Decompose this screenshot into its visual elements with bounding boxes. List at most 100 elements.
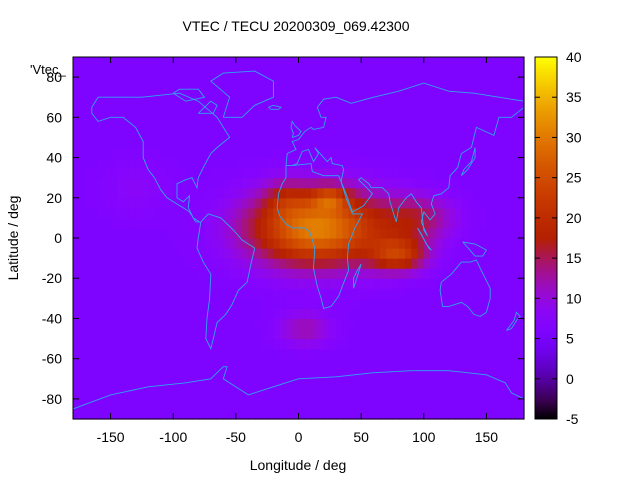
heatmap-cell: [517, 197, 525, 209]
heatmap-cell: [166, 308, 174, 320]
heatmap-cell: [98, 57, 105, 68]
heatmap-cell: [430, 187, 437, 199]
heatmap-cell: [348, 87, 356, 98]
heatmap-cell: [123, 318, 130, 330]
heatmap-cell: [229, 308, 237, 320]
heatmap-cell: [342, 97, 350, 108]
heatmap-cell: [91, 388, 99, 400]
heatmap-cell: [392, 227, 400, 239]
heatmap-cell: [185, 338, 193, 350]
heatmap-cell: [486, 258, 494, 269]
heatmap-cell: [336, 77, 343, 88]
heatmap-cell: [511, 238, 519, 249]
heatmap-cell: [229, 368, 237, 380]
heatmap-cell: [185, 298, 193, 309]
heatmap-cell: [473, 207, 481, 219]
heatmap-cell: [160, 57, 168, 68]
heatmap-cell: [242, 227, 249, 239]
heatmap-cell: [354, 298, 362, 309]
heatmap-cell: [141, 318, 149, 330]
heatmap-cell: [217, 97, 224, 108]
heatmap-cell: [461, 398, 469, 410]
heatmap-cell: [304, 67, 312, 78]
heatmap-cell: [455, 238, 462, 249]
heatmap-cell: [260, 348, 268, 360]
heatmap-cell: [348, 248, 356, 259]
heatmap-cell: [116, 358, 124, 370]
heatmap-cell: [235, 248, 243, 259]
heatmap-cell: [498, 338, 506, 350]
heatmap-cell: [473, 137, 481, 149]
heatmap-cell: [392, 338, 400, 350]
heatmap-cell: [317, 207, 325, 219]
heatmap-cell: [185, 57, 193, 68]
heatmap-cell: [116, 57, 124, 68]
heatmap-cell: [311, 167, 318, 179]
heatmap-cell: [517, 77, 525, 88]
heatmap-cell: [404, 278, 412, 289]
heatmap-cell: [442, 97, 450, 108]
heatmap-cell: [505, 358, 513, 370]
heatmap-cell: [267, 238, 275, 249]
heatmap-cell: [361, 248, 368, 259]
heatmap-cell: [511, 207, 519, 219]
heatmap-cell: [154, 378, 162, 390]
heatmap-cell: [423, 398, 431, 410]
heatmap-cell: [511, 67, 519, 78]
heatmap-cell: [223, 278, 231, 289]
heatmap-cell: [91, 378, 99, 390]
heatmap-cell: [229, 97, 237, 108]
heatmap-cell: [192, 127, 199, 139]
heatmap-cell: [242, 358, 249, 370]
heatmap-cell: [229, 77, 237, 88]
heatmap-cell: [498, 217, 506, 229]
heatmap-cell: [217, 348, 224, 360]
heatmap-cell: [98, 187, 105, 199]
heatmap-cell: [311, 77, 318, 88]
heatmap-cell: [285, 177, 293, 189]
heatmap-cell: [104, 278, 112, 289]
heatmap-cell: [486, 408, 494, 420]
heatmap-cell: [192, 67, 199, 78]
heatmap-cell: [104, 147, 112, 159]
heatmap-cell: [505, 217, 513, 229]
heatmap-cell: [311, 298, 318, 309]
heatmap-cell: [217, 57, 224, 68]
heatmap-cell: [235, 127, 243, 139]
heatmap-cell: [267, 87, 275, 98]
heatmap-cell: [311, 87, 318, 98]
heatmap-cell: [442, 107, 450, 118]
heatmap-cell: [517, 57, 525, 68]
heatmap-cell: [367, 187, 375, 199]
heatmap-cell: [273, 107, 281, 118]
heatmap-cell: [498, 57, 506, 68]
heatmap-cell: [210, 117, 218, 128]
heatmap-cell: [404, 328, 412, 340]
heatmap-cell: [505, 338, 513, 350]
heatmap-cell: [254, 207, 262, 219]
heatmap-cell: [423, 67, 431, 78]
heatmap-cell: [217, 127, 224, 139]
heatmap-cell: [91, 177, 99, 189]
heatmap-cell: [311, 157, 318, 169]
heatmap-cell: [404, 77, 412, 88]
colorbar-tick-label: 15: [566, 250, 582, 266]
heatmap-cell: [98, 217, 105, 229]
heatmap-cell: [248, 398, 256, 410]
heatmap-cell: [336, 338, 343, 350]
heatmap-cell: [436, 408, 444, 420]
heatmap-cell: [242, 67, 249, 78]
heatmap-cell: [298, 207, 306, 219]
heatmap-cell: [260, 328, 268, 340]
heatmap-cell: [492, 248, 500, 259]
heatmap-cell: [267, 318, 275, 330]
heatmap-cell: [235, 167, 243, 179]
heatmap-cell: [242, 348, 249, 360]
heatmap-cell: [154, 217, 162, 229]
heatmap-cell: [455, 268, 462, 279]
heatmap-cell: [110, 328, 118, 340]
coastline-path: [268, 104, 282, 110]
heatmap-cell: [248, 338, 256, 350]
heatmap-cell: [323, 278, 331, 289]
heatmap-cell: [455, 167, 462, 179]
